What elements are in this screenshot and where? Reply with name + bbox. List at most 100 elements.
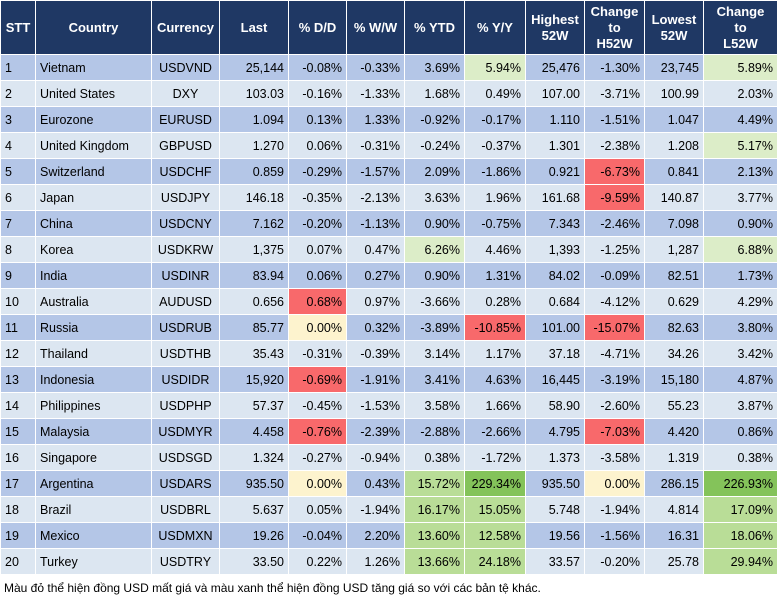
cell-country: Korea <box>35 236 152 263</box>
cell-ww: -0.31% <box>346 132 405 159</box>
cell-stt: 12 <box>0 340 36 367</box>
cell-change-h52: -1.94% <box>584 496 645 523</box>
cell-h52: 101.00 <box>525 314 585 341</box>
cell-change-h52: -2.46% <box>584 210 645 237</box>
footnote: Màu đỏ thể hiện đồng USD mất giá và màu … <box>4 581 541 595</box>
cell-change-l52: 3.80% <box>703 314 777 341</box>
cell-h52: 161.68 <box>525 184 585 211</box>
cell-change-h52: -7.03% <box>584 418 645 445</box>
cell-change-l52: 18.06% <box>703 522 777 549</box>
cell-currency: USDTHB <box>151 340 220 367</box>
header-h52: Highest 52W <box>525 0 585 55</box>
cell-country: United States <box>35 80 152 107</box>
cell-l52: 23,745 <box>644 54 704 81</box>
cell-yy: 12.58% <box>464 522 526 549</box>
cell-country: Eurozone <box>35 106 152 133</box>
cell-country: Switzerland <box>35 158 152 185</box>
cell-ww: -0.94% <box>346 444 405 471</box>
cell-last: 103.03 <box>219 80 289 107</box>
cell-change-h52: -0.20% <box>584 548 645 575</box>
cell-last: 33.50 <box>219 548 289 575</box>
cell-ytd: 13.66% <box>404 548 465 575</box>
cell-ww: -1.57% <box>346 158 405 185</box>
cell-h52: 4.795 <box>525 418 585 445</box>
cell-last: 1.270 <box>219 132 289 159</box>
cell-dd: 0.22% <box>288 548 347 575</box>
cell-stt: 20 <box>0 548 36 575</box>
cell-l52: 286.15 <box>644 470 704 497</box>
cell-dd: 0.06% <box>288 132 347 159</box>
cell-ytd: 3.41% <box>404 366 465 393</box>
cell-change-l52: 3.87% <box>703 392 777 419</box>
cell-ytd: 2.09% <box>404 158 465 185</box>
cell-ww: -2.13% <box>346 184 405 211</box>
header-ytd: % YTD <box>404 0 465 55</box>
cell-stt: 4 <box>0 132 36 159</box>
cell-stt: 10 <box>0 288 36 315</box>
cell-currency: USDINR <box>151 262 220 289</box>
cell-ytd: 16.17% <box>404 496 465 523</box>
header-country: Country <box>35 0 152 55</box>
cell-yy: 5.94% <box>464 54 526 81</box>
cell-last: 4.458 <box>219 418 289 445</box>
cell-currency: DXY <box>151 80 220 107</box>
cell-stt: 7 <box>0 210 36 237</box>
cell-dd: 0.13% <box>288 106 347 133</box>
cell-stt: 19 <box>0 522 36 549</box>
cell-currency: USDCHF <box>151 158 220 185</box>
table-row: 18 Brazil USDBRL 5.637 0.05% -1.94% 16.17% 15.0… <box>0 496 777 523</box>
fx-table: STT Country Currency Last% D/D% W/W% YTD% Y… <box>0 0 777 575</box>
cell-stt: 16 <box>0 444 36 471</box>
cell-stt: 11 <box>0 314 36 341</box>
table-row: 17 Argentina USDARS 935.50 0.00% 0.43% 15.72% 2… <box>0 470 777 497</box>
cell-change-l52: 4.49% <box>703 106 777 133</box>
cell-stt: 17 <box>0 470 36 497</box>
cell-stt: 1 <box>0 54 36 81</box>
cell-h52: 935.50 <box>525 470 585 497</box>
cell-l52: 82.63 <box>644 314 704 341</box>
cell-dd: -0.20% <box>288 210 347 237</box>
cell-last: 1.094 <box>219 106 289 133</box>
cell-l52: 140.87 <box>644 184 704 211</box>
header-yy: % Y/Y <box>464 0 526 55</box>
cell-change-l52: 3.42% <box>703 340 777 367</box>
cell-change-l52: 0.90% <box>703 210 777 237</box>
cell-stt: 5 <box>0 158 36 185</box>
cell-currency: USDKRW <box>151 236 220 263</box>
cell-currency: EURUSD <box>151 106 220 133</box>
cell-yy: 1.31% <box>464 262 526 289</box>
cell-h52: 1.373 <box>525 444 585 471</box>
cell-ww: -1.91% <box>346 366 405 393</box>
cell-dd: -0.76% <box>288 418 347 445</box>
cell-ytd: 0.90% <box>404 262 465 289</box>
cell-change-l52: 0.38% <box>703 444 777 471</box>
table-body: 1 Vietnam USDVND 25,144 -0.08% -0.33% 3.69% 5.9… <box>0 54 777 575</box>
table-row: 19 Mexico USDMXN 19.26 -0.04% 2.20% 13.60% 12.5… <box>0 522 777 549</box>
cell-stt: 2 <box>0 80 36 107</box>
table-row: 15 Malaysia USDMYR 4.458 -0.76% -2.39% -2.88% -… <box>0 418 777 445</box>
cell-l52: 4.814 <box>644 496 704 523</box>
cell-ytd: 0.90% <box>404 210 465 237</box>
cell-change-h52: -2.60% <box>584 392 645 419</box>
table-row: 5 Switzerland USDCHF 0.859 -0.29% -1.57% 2.09%… <box>0 158 777 185</box>
cell-ww: -1.53% <box>346 392 405 419</box>
cell-last: 935.50 <box>219 470 289 497</box>
cell-change-h52: -0.09% <box>584 262 645 289</box>
cell-h52: 0.684 <box>525 288 585 315</box>
header-last: Last <box>219 0 289 55</box>
cell-l52: 1,287 <box>644 236 704 263</box>
table-row: 8 Korea USDKRW 1,375 0.07% 0.47% 6.26% 4.46% 1,3… <box>0 236 777 263</box>
cell-country: Russia <box>35 314 152 341</box>
header-change-h52: Change to H52W <box>584 0 645 55</box>
cell-ww: -1.13% <box>346 210 405 237</box>
table-row: 16 Singapore USDSGD 1.324 -0.27% -0.94% 0.38% -… <box>0 444 777 471</box>
cell-h52: 33.57 <box>525 548 585 575</box>
cell-dd: -0.31% <box>288 340 347 367</box>
table-row: 9 India USDINR 83.94 0.06% 0.27% 0.90% 1.31% 84.… <box>0 262 777 289</box>
cell-dd: 0.00% <box>288 314 347 341</box>
cell-yy: 24.18% <box>464 548 526 575</box>
cell-h52: 1,393 <box>525 236 585 263</box>
cell-last: 25,144 <box>219 54 289 81</box>
cell-last: 1.324 <box>219 444 289 471</box>
cell-dd: -0.04% <box>288 522 347 549</box>
